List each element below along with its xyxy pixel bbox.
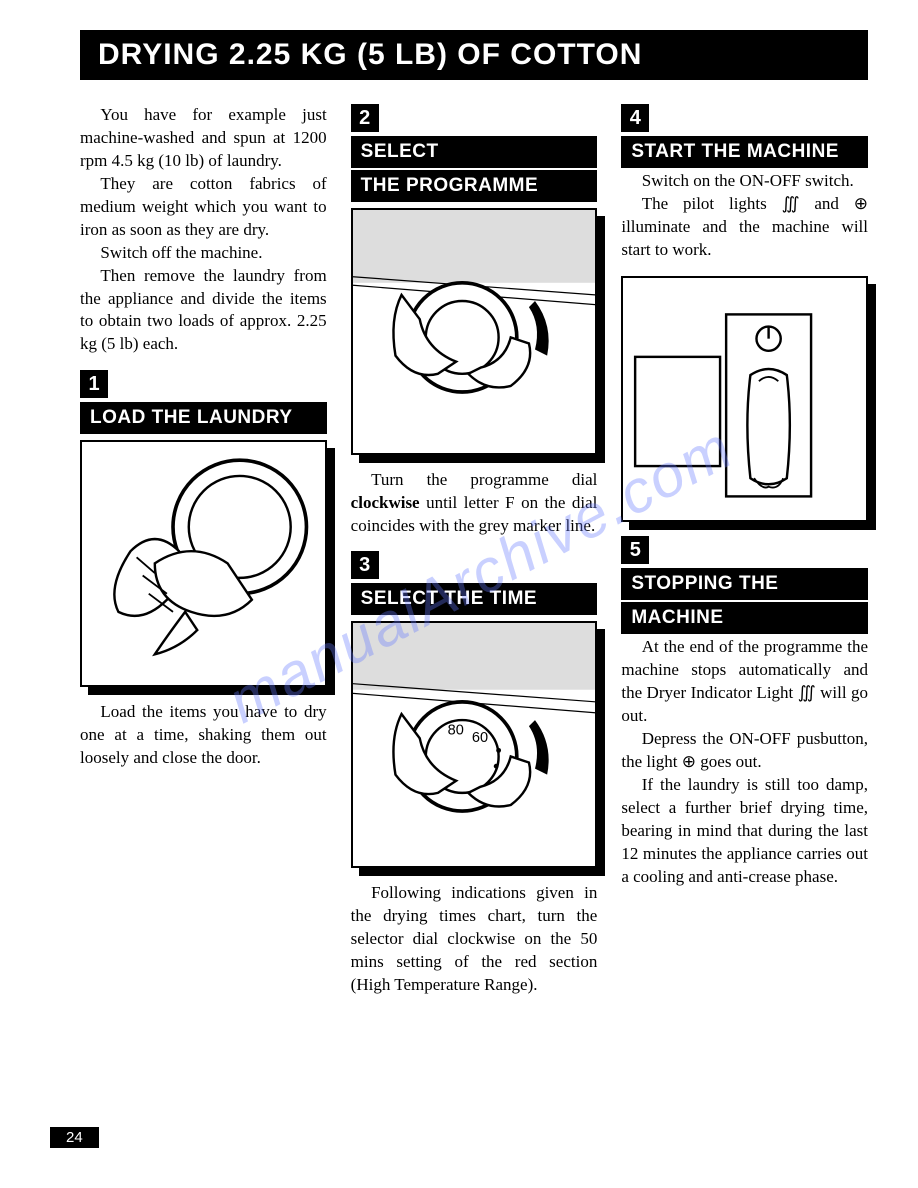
intro-p1: You have for example just machine-washed…: [80, 104, 327, 173]
step-2-text: Turn the programme dial clockwise until …: [351, 469, 598, 538]
load-laundry-icon: [82, 442, 325, 685]
step-5-text: At the end of the programme the machine …: [621, 636, 868, 888]
step-5-text-a: At the end of the programme the machine …: [621, 636, 868, 728]
step-2-illustration: [351, 208, 598, 455]
step-4-text-b: The pilot lights ∭ and ⊕ illuminate and …: [621, 193, 868, 262]
step-4-heading: START THE MACHINE: [621, 136, 868, 168]
page-title: DRYING 2.25 KG (5 LB) OF COTTON: [80, 30, 868, 80]
step-1-illustration: [80, 440, 327, 687]
step-4-text: Switch on the ON-OFF switch. The pilot l…: [621, 170, 868, 262]
step-2-text-a: Turn the programme dial: [371, 470, 597, 489]
step-3-heading: SELECT THE TIME: [351, 583, 598, 615]
step-5-heading-2: MACHINE: [621, 602, 868, 634]
step-2-text-bold: clockwise: [351, 493, 420, 512]
content-columns: You have for example just machine-washed…: [80, 104, 868, 1011]
column-3: 4 START THE MACHINE Switch on the ON-OFF…: [621, 104, 868, 1011]
intro-p3: Switch off the machine.: [80, 242, 327, 265]
step-2-heading-1: SELECT: [351, 136, 598, 168]
intro-p2: They are cotton fabrics of medium weight…: [80, 173, 327, 242]
power-button-icon: [623, 278, 866, 521]
step-3-illustration: 80 60: [351, 621, 598, 868]
intro-text: You have for example just machine-washed…: [80, 104, 327, 356]
page-number: 24: [50, 1127, 99, 1148]
step-1-body: Load the items you have to dry one at a …: [80, 701, 327, 770]
step-5-badge: 5: [621, 536, 649, 564]
step-5-text-c: If the laundry is still too damp, select…: [621, 774, 868, 889]
dial-time-icon: 80 60: [353, 623, 596, 866]
svg-text:60: 60: [472, 730, 488, 746]
step-4-text-a: Switch on the ON-OFF switch.: [621, 170, 868, 193]
step-3-badge: 3: [351, 551, 379, 579]
step-4-badge: 4: [621, 104, 649, 132]
step-1-badge: 1: [80, 370, 108, 398]
step-2-heading-2: THE PROGRAMME: [351, 170, 598, 202]
step-3-body: Following indications given in the dryin…: [351, 882, 598, 997]
step-1-text: Load the items you have to dry one at a …: [80, 701, 327, 770]
step-3-text: Following indications given in the dryin…: [351, 882, 598, 997]
column-2: 2 SELECT THE PROGRAMME Turn the pro: [351, 104, 598, 1011]
intro-p4: Then remove the laundry from the applian…: [80, 265, 327, 357]
step-2-badge: 2: [351, 104, 379, 132]
dial-programme-icon: [353, 210, 596, 453]
svg-text:80: 80: [447, 723, 463, 739]
column-1: You have for example just machine-washed…: [80, 104, 327, 1011]
step-5-text-b: Depress the ON-OFF pusbutton, the light …: [621, 728, 868, 774]
step-4-illustration: [621, 276, 868, 523]
step-5-heading-1: STOPPING THE: [621, 568, 868, 600]
step-1-heading: LOAD THE LAUNDRY: [80, 402, 327, 434]
